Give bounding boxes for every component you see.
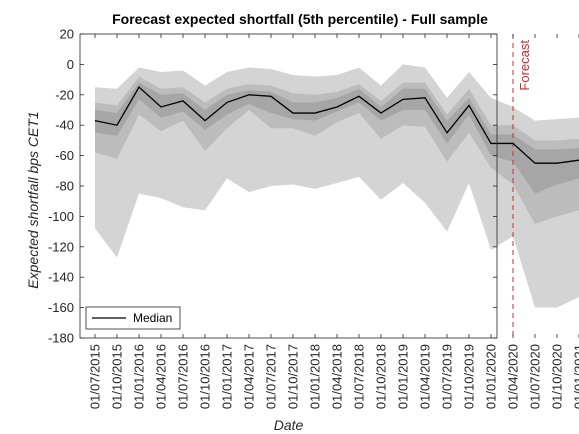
x-tick-label: 01/04/2019: [418, 344, 433, 409]
x-tick-label: 01/10/2018: [374, 344, 389, 409]
y-tick-label: -40: [55, 118, 74, 133]
y-tick-label: -60: [55, 148, 74, 163]
x-tick-label: 01/07/2017: [264, 344, 279, 409]
y-axis-title: Expected shortfall bps CET1: [25, 111, 41, 288]
chart-title: Forecast expected shortfall (5th percent…: [112, 11, 488, 27]
y-tick-label: -100: [48, 209, 74, 224]
x-tick-label: 01/04/2016: [154, 344, 169, 409]
y-tick-label: -80: [55, 179, 74, 194]
legend: Median: [85, 306, 181, 330]
x-tick-label: 01/10/2020: [550, 344, 565, 409]
legend-median-label: Median: [133, 311, 172, 325]
x-tick-label: 01/04/2017: [242, 344, 257, 409]
x-tick-label: 01/01/2020: [484, 344, 499, 409]
y-tick-label: -140: [48, 270, 74, 285]
median-series: [94, 86, 579, 164]
x-tick-label: 01/01/2017: [220, 344, 235, 409]
x-tick-label: 01/10/2019: [462, 344, 477, 409]
x-tick-label: 01/04/2020: [506, 344, 521, 409]
x-tick-label: 01/01/2021: [572, 344, 579, 409]
y-tick-label: -160: [48, 300, 74, 315]
x-tick-label: 01/04/2018: [330, 344, 345, 409]
y-tick-label: -20: [55, 87, 74, 102]
y-tick-label: -120: [48, 239, 74, 254]
y-tick-label: -180: [48, 331, 74, 346]
plot-area: Forecast: [79, 33, 579, 339]
band-dark: [95, 82, 579, 194]
y-tick-label: 20: [60, 27, 74, 42]
x-axis-title: Date: [274, 417, 304, 433]
x-tick-label: 01/10/2015: [110, 344, 125, 409]
x-tick-label: 01/07/2018: [352, 344, 367, 409]
x-tick-label: 01/07/2020: [528, 344, 543, 409]
y-tick-label: 0: [67, 57, 74, 72]
legend-box: [85, 306, 181, 330]
x-tick-label: 01/07/2019: [440, 344, 455, 409]
x-tick-label: 01/10/2016: [198, 344, 213, 409]
x-tick-label: 01/01/2019: [396, 344, 411, 409]
x-tick-label: 01/01/2016: [132, 344, 147, 409]
y-axis: 20 0 -20 -40 -60 -80 -100 -120 -140 -160 -180: [48, 27, 497, 346]
forecast-label: Forecast: [517, 40, 532, 91]
x-tick-label: 01/10/2017: [286, 344, 301, 409]
x-tick-label: 01/07/2016: [176, 344, 191, 409]
confidence-bands: [95, 64, 579, 308]
x-tick-label: 01/01/2018: [308, 344, 323, 409]
x-axis: 01/07/2015 01/10/2015 01/01/2016 01/04/2016…: [88, 34, 579, 409]
x-tick-label: 01/07/2015: [88, 344, 103, 409]
